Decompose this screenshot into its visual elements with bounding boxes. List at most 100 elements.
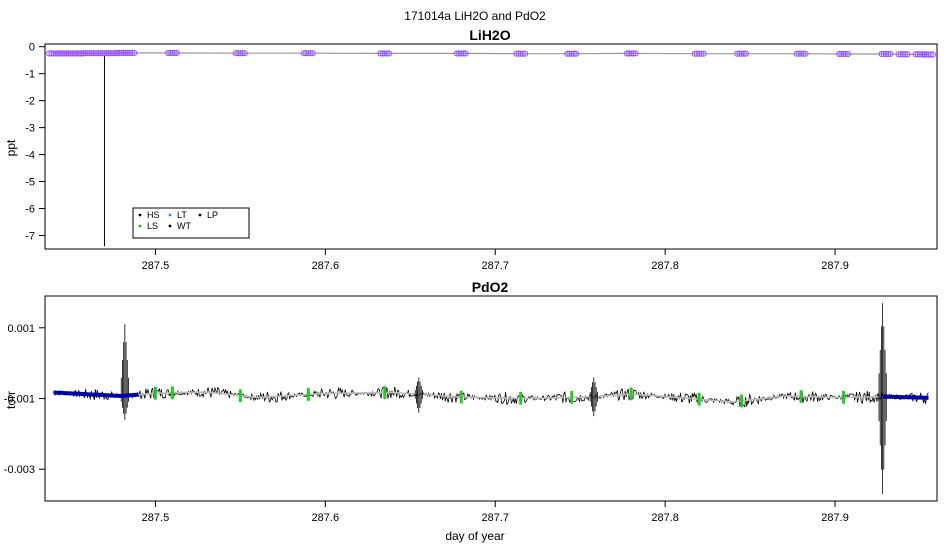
lih2o-point	[840, 50, 847, 58]
lih2o-point	[914, 51, 921, 58]
pdo2-ambient-segment	[53, 390, 139, 399]
lih2o-point	[797, 50, 805, 57]
lih2o-point	[113, 49, 121, 57]
lih2o-point	[84, 50, 91, 57]
y-tick-label: -5	[25, 177, 35, 189]
lih2o-point	[61, 50, 68, 57]
lih2o-panel: LiH2O ppt 287.5 287.6 287.7 287.8 287.9 0 -1 -…	[4, 27, 938, 272]
lih2o-point	[95, 50, 102, 57]
lih2o-point	[75, 50, 83, 57]
pdo2-smooth-series	[53, 391, 929, 403]
legend-box	[132, 207, 250, 239]
lih2o-point	[122, 49, 129, 57]
lih2o-point	[519, 50, 527, 57]
lih2o-point	[56, 50, 63, 57]
lih2o-point	[90, 50, 97, 57]
lih2o-point	[235, 50, 242, 57]
lih2o-point	[73, 50, 80, 57]
x-tick-label: 287.5	[142, 260, 170, 272]
lih2o-point	[899, 51, 907, 58]
lih2o-point	[79, 50, 87, 57]
lih2o-point	[844, 50, 852, 58]
lih2o-point	[800, 50, 807, 57]
lih2o-point	[305, 50, 312, 57]
legend-marker	[168, 224, 172, 228]
lih2o-point	[566, 50, 573, 57]
legend-marker	[168, 213, 172, 217]
lih2o-series-line	[53, 52, 929, 56]
lih2o-point	[522, 50, 529, 57]
lih2o-point	[897, 51, 904, 58]
lih2o-point	[164, 49, 172, 57]
lih2o-point	[878, 50, 885, 58]
lih2o-point	[50, 50, 57, 57]
lih2o-point	[303, 50, 310, 57]
lih2o-point	[836, 50, 843, 58]
lih2o-point	[564, 50, 571, 57]
lih2o-point	[116, 49, 123, 57]
x-tick-label: 287.9	[821, 512, 849, 524]
lih2o-point	[118, 49, 125, 57]
pdo2-panel: PdO2 torr day of year 287.5 287.6 287.7 287…	[4, 279, 938, 543]
lih2o-point	[96, 50, 104, 57]
lih2o-point	[109, 50, 117, 57]
x-tick-label: 287.6	[312, 260, 340, 272]
lih2o-point	[239, 50, 246, 57]
legend-label: HS	[147, 210, 160, 220]
x-tick-label: 287.5	[142, 512, 170, 524]
y-tick-label: -7	[25, 231, 35, 243]
lih2o-point	[793, 50, 800, 57]
lih2o-point	[124, 49, 131, 57]
x-tick-label: 287.9	[821, 260, 849, 272]
y-tick-label: -0.003	[4, 464, 35, 476]
y-tick-label: -1	[25, 69, 35, 81]
lih2o-point	[169, 49, 176, 57]
lih2o-point	[573, 50, 580, 57]
lih2o-point	[838, 50, 845, 58]
y-tick-label: -4	[25, 150, 35, 162]
lih2o-point	[885, 50, 892, 58]
lih2o-point	[105, 50, 112, 57]
lih2o-point	[67, 50, 74, 57]
lih2o-point	[632, 50, 639, 57]
lih2o-point	[628, 50, 635, 57]
lih2o-point	[902, 51, 909, 58]
lih2o-point	[880, 50, 887, 58]
lih2o-point	[300, 50, 308, 57]
y-tick-label: 0.001	[7, 323, 35, 335]
lih2o-point	[921, 51, 928, 58]
lih2o-point	[698, 50, 705, 57]
lih2o-point	[923, 51, 930, 58]
lih2o-point	[570, 50, 578, 57]
pdo2-y-axis-label: torr	[4, 391, 18, 409]
lih2o-point	[69, 50, 76, 57]
lih2o-point	[458, 50, 465, 57]
lih2o-point	[925, 51, 932, 58]
pdo2-ambient-segment	[882, 394, 929, 400]
lih2o-point	[882, 50, 890, 58]
lih2o-point	[383, 50, 391, 57]
lih2o-point	[62, 50, 70, 57]
lih2o-point	[88, 50, 95, 57]
lih2o-point	[630, 50, 637, 57]
y-tick-label: -0.001	[4, 394, 35, 406]
lih2o-point	[171, 49, 178, 57]
lih2o-point	[455, 50, 463, 57]
lih2o-point	[71, 50, 78, 57]
lih2o-point	[515, 50, 522, 57]
lih2o-point	[129, 49, 136, 57]
lih2o-point	[377, 50, 384, 57]
lih2o-point	[131, 49, 138, 57]
legend-label: LP	[207, 210, 218, 220]
lih2o-point	[738, 50, 745, 57]
lih2o-point	[103, 50, 110, 57]
page-title: 171014a LiH2O and PdO2	[404, 9, 546, 23]
lih2o-point	[379, 50, 386, 57]
lih2o-point	[625, 50, 633, 57]
y-tick-label: -3	[25, 123, 35, 135]
lih2o-point	[691, 50, 698, 57]
lih2o-point	[795, 50, 802, 57]
lih2o-y-axis-label: ppt	[4, 139, 18, 156]
lih2o-point	[693, 50, 701, 57]
